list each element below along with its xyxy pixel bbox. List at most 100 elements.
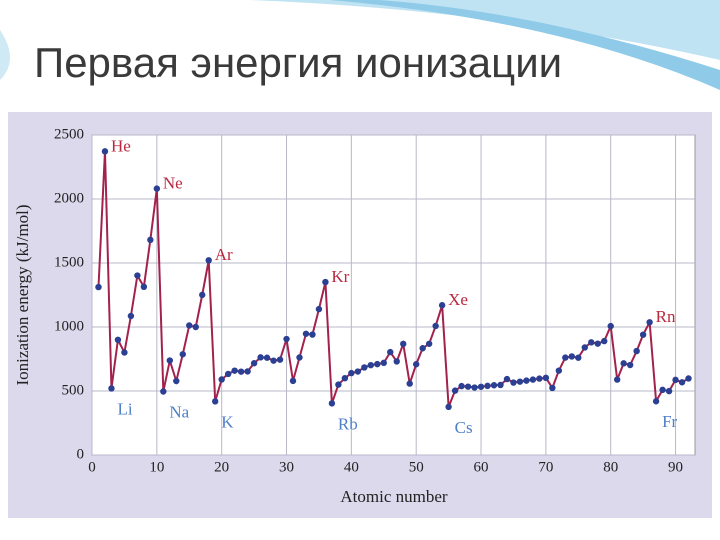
x-tick-label: 50 [409, 459, 424, 475]
data-point [186, 322, 193, 329]
data-point [516, 378, 524, 385]
data-point [257, 354, 264, 361]
data-point [205, 257, 212, 264]
y-tick-label: 2000 [54, 190, 84, 206]
data-point [309, 331, 316, 338]
data-point [503, 375, 511, 383]
y-axis-label: Ionization energy (kJ/mol) [13, 205, 32, 386]
data-point [490, 382, 498, 389]
data-point [263, 354, 271, 361]
data-point [289, 377, 297, 385]
annotation: Kr [331, 267, 349, 286]
annotation: Rb [338, 414, 358, 433]
data-point [464, 383, 472, 390]
data-point [134, 272, 141, 279]
data-point [192, 323, 199, 331]
data-point [484, 382, 491, 390]
data-point [542, 374, 550, 382]
data-point [380, 359, 387, 367]
data-point [231, 367, 238, 374]
annotation: Na [169, 402, 189, 421]
y-tick-label: 2500 [54, 126, 84, 142]
x-axis-label: Atomic number [340, 487, 448, 506]
data-point [529, 376, 537, 383]
data-point [218, 376, 225, 383]
data-point [166, 357, 174, 364]
data-point [211, 398, 219, 405]
data-point [160, 388, 167, 395]
x-tick-label: 10 [149, 459, 164, 475]
data-point [510, 379, 517, 386]
data-point [425, 340, 433, 347]
annotation: Li [117, 399, 132, 418]
data-point [438, 302, 446, 309]
y-tick-label: 500 [62, 382, 85, 398]
y-tick-label: 0 [77, 446, 85, 462]
data-point [302, 330, 310, 337]
data-point [412, 361, 420, 368]
data-point [613, 376, 621, 383]
data-point [451, 387, 459, 394]
data-point [153, 185, 161, 192]
data-point [250, 360, 258, 367]
data-point [471, 384, 478, 391]
data-point [237, 368, 245, 375]
data-point [95, 283, 102, 291]
data-point [555, 367, 563, 374]
data-point [283, 335, 290, 343]
data-point [601, 337, 608, 345]
annotation: Xe [448, 290, 468, 309]
data-point [652, 398, 660, 405]
data-point [568, 353, 576, 360]
data-point [354, 368, 362, 375]
x-tick-label: 40 [344, 459, 359, 475]
data-point [536, 375, 543, 382]
x-tick-label: 20 [214, 459, 229, 475]
decor-wave [250, 0, 720, 60]
data-point [607, 322, 614, 330]
data-point [108, 385, 115, 392]
annotation: He [111, 136, 131, 155]
data-point [639, 331, 647, 338]
data-point [549, 384, 556, 392]
y-tick-label: 1000 [54, 318, 84, 334]
data-point [244, 368, 251, 375]
data-point [374, 360, 381, 368]
annotation: Ar [215, 245, 233, 264]
data-point [114, 336, 122, 343]
annotation: K [221, 412, 234, 431]
data-point [581, 344, 588, 351]
data-point [101, 148, 109, 155]
x-tick-label: 60 [474, 459, 489, 475]
data-point [393, 358, 400, 365]
data-point [400, 340, 407, 348]
data-point [646, 319, 653, 326]
data-point [406, 380, 413, 387]
decor-wave [0, 30, 10, 80]
data-point [594, 340, 601, 347]
data-point [335, 381, 342, 388]
data-point [458, 382, 465, 390]
y-tick-label: 1500 [54, 254, 84, 270]
data-point [672, 376, 679, 384]
data-point [361, 364, 368, 371]
data-point [432, 322, 439, 330]
data-point [296, 354, 303, 361]
x-tick-label: 0 [88, 459, 96, 475]
data-point [665, 387, 673, 395]
data-point [477, 383, 485, 390]
annotation: Cs [455, 418, 473, 437]
data-point [633, 347, 640, 355]
data-point [147, 236, 154, 244]
data-point [121, 349, 128, 356]
data-point [224, 370, 232, 378]
data-point [328, 400, 336, 407]
data-point [341, 375, 349, 382]
x-tick-label: 80 [603, 459, 618, 475]
data-point [626, 361, 634, 369]
data-point [497, 381, 504, 389]
data-point [562, 354, 569, 361]
data-point [445, 403, 452, 411]
